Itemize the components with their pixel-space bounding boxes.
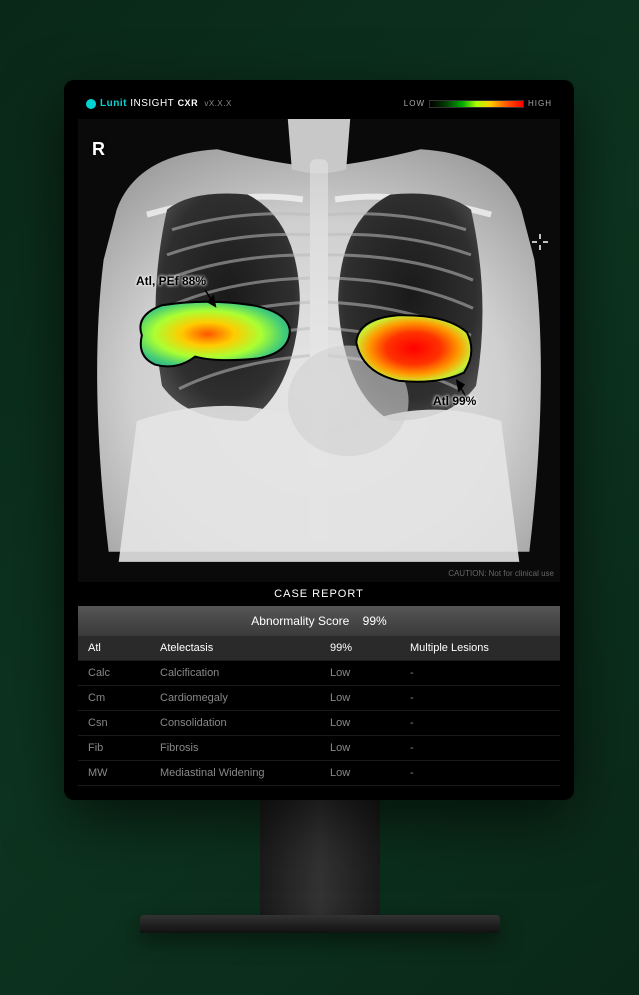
- cell-code: Atl: [88, 642, 160, 654]
- table-row[interactable]: Fib Fibrosis Low -: [78, 736, 560, 761]
- case-report: CASE REPORT Abnormality Score 99% Atl At…: [78, 582, 560, 786]
- table-row[interactable]: Cm Cardiomegaly Low -: [78, 686, 560, 711]
- findings-table: Atl Atelectasis 99% Multiple Lesions Cal…: [78, 636, 560, 786]
- xray-image: [78, 119, 560, 582]
- cell-score: Low: [330, 767, 410, 779]
- cell-note: -: [410, 717, 550, 729]
- cell-note: -: [410, 767, 550, 779]
- cell-code: Calc: [88, 667, 160, 679]
- app-header: Lunit INSIGHT CXR vX.X.X LOW HIGH: [78, 94, 560, 119]
- lesion-1-label: Atl, PEf 88%: [136, 274, 206, 288]
- cell-score: Low: [330, 717, 410, 729]
- screen: Lunit INSIGHT CXR vX.X.X LOW HIGH: [78, 94, 560, 786]
- cell-note: -: [410, 692, 550, 704]
- lesion-2-label: Atl 99%: [433, 394, 476, 408]
- cell-score: 99%: [330, 642, 410, 654]
- monitor-stand-neck: [260, 800, 380, 920]
- heatmap-legend: LOW HIGH: [404, 99, 552, 108]
- cell-score: Low: [330, 692, 410, 704]
- monitor-bezel: Lunit INSIGHT CXR vX.X.X LOW HIGH: [64, 80, 574, 800]
- score-label: Abnormality Score: [251, 614, 349, 628]
- brand-bold: Lunit: [100, 98, 127, 109]
- xray-viewer[interactable]: R Atl, PEf 88% Atl 99% CAUTION: Not for …: [78, 119, 560, 582]
- brand-version: vX.X.X: [204, 99, 231, 108]
- score-value: 99%: [363, 614, 387, 628]
- crosshair-icon[interactable]: [532, 234, 548, 250]
- legend-gradient-bar: [429, 100, 524, 108]
- report-title: CASE REPORT: [78, 582, 560, 606]
- caution-text: CAUTION: Not for clinical use: [448, 569, 554, 578]
- cell-note: Multiple Lesions: [410, 642, 550, 654]
- cell-name: Cardiomegaly: [160, 692, 330, 704]
- heatmap-lesion-1: [140, 302, 289, 367]
- cell-name: Atelectasis: [160, 642, 330, 654]
- cell-name: Calcification: [160, 667, 330, 679]
- cell-code: Csn: [88, 717, 160, 729]
- cell-code: MW: [88, 767, 160, 779]
- table-row[interactable]: Calc Calcification Low -: [78, 661, 560, 686]
- legend-low-label: LOW: [404, 99, 425, 108]
- cell-note: -: [410, 667, 550, 679]
- cell-score: Low: [330, 742, 410, 754]
- brand-light: INSIGHT: [130, 98, 174, 109]
- table-row[interactable]: MW Mediastinal Widening Low -: [78, 761, 560, 786]
- table-row[interactable]: Csn Consolidation Low -: [78, 711, 560, 736]
- cell-code: Cm: [88, 692, 160, 704]
- side-marker: R: [92, 139, 105, 160]
- cell-name: Consolidation: [160, 717, 330, 729]
- brand-icon: [86, 99, 96, 109]
- cell-note: -: [410, 742, 550, 754]
- brand: Lunit INSIGHT CXR vX.X.X: [86, 98, 232, 109]
- monitor-stand-base: [140, 915, 500, 933]
- brand-product: CXR: [178, 98, 199, 108]
- cell-code: Fib: [88, 742, 160, 754]
- abnormality-score-bar: Abnormality Score 99%: [78, 606, 560, 636]
- brand-name: Lunit INSIGHT CXR vX.X.X: [100, 98, 232, 109]
- cell-score: Low: [330, 667, 410, 679]
- legend-high-label: HIGH: [528, 99, 552, 108]
- table-row[interactable]: Atl Atelectasis 99% Multiple Lesions: [78, 636, 560, 661]
- cell-name: Mediastinal Widening: [160, 767, 330, 779]
- cell-name: Fibrosis: [160, 742, 330, 754]
